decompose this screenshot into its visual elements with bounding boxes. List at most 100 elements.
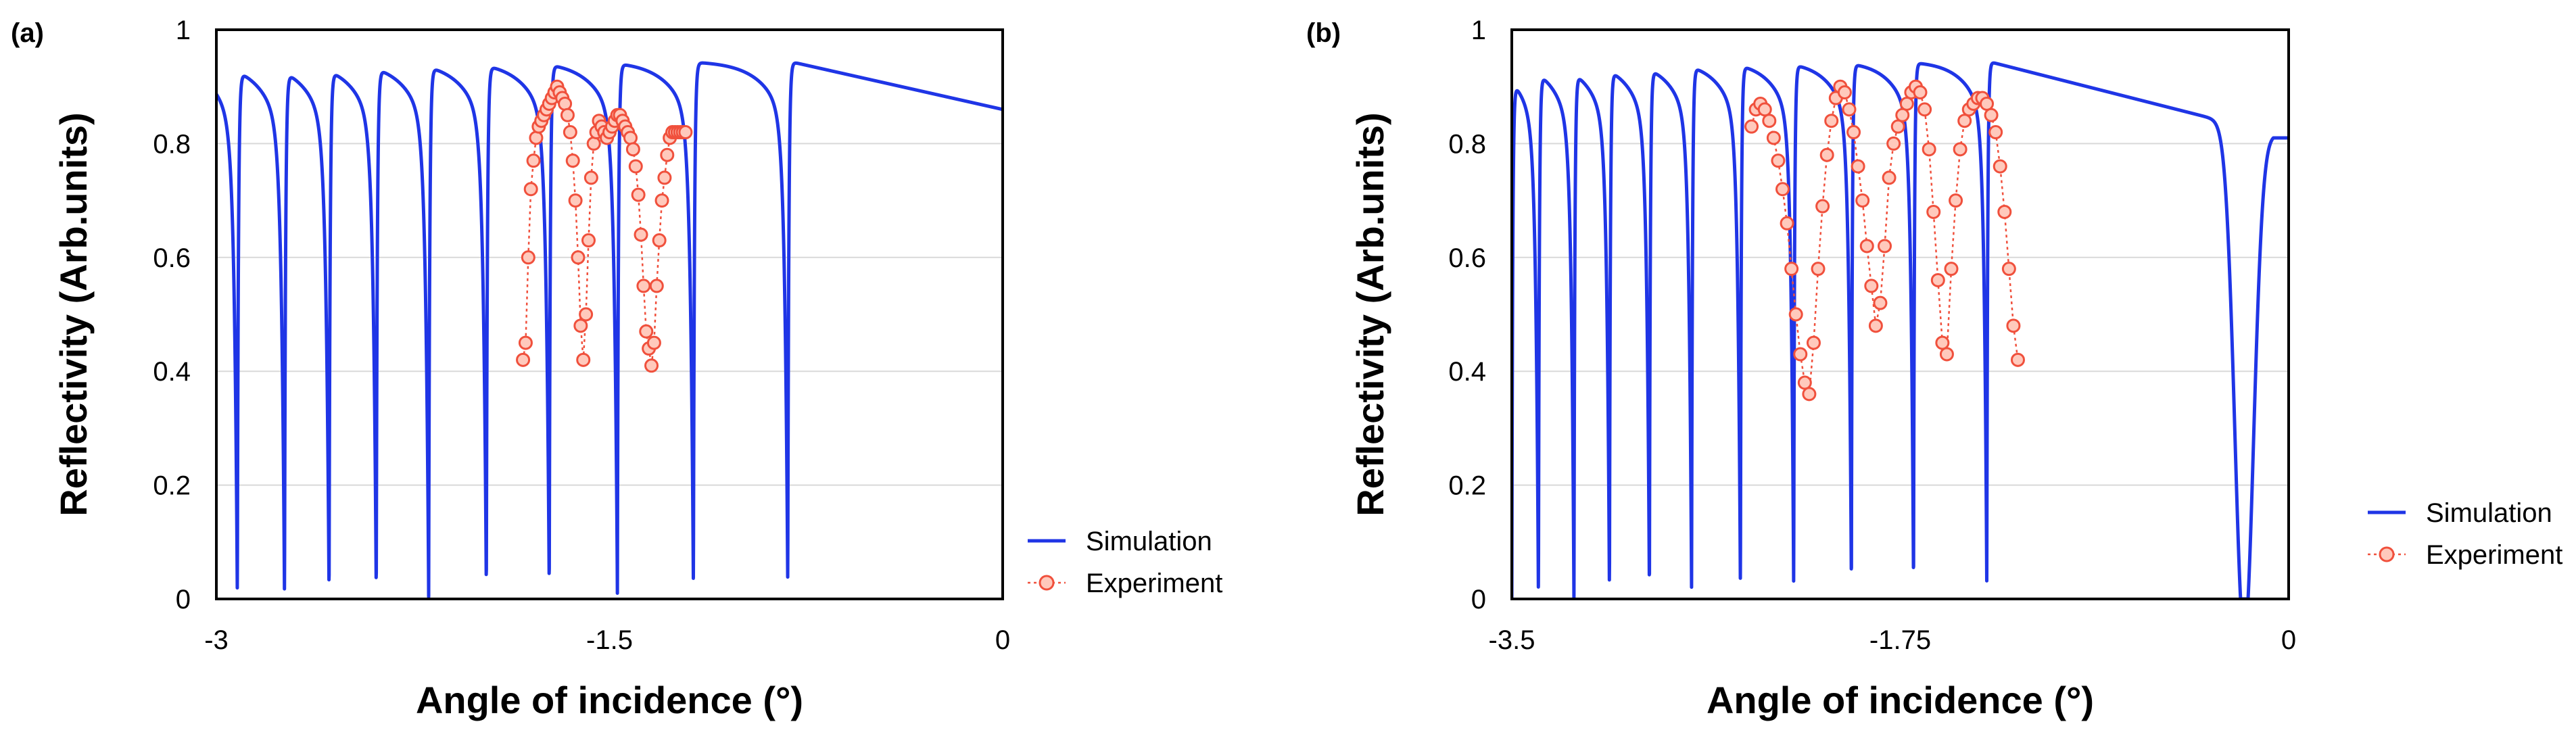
chart-panel-a: (a) 0 0.2 0.4 0.6 0.8 1 -3 -1.5 0 Angle of inciden… [11,16,1222,721]
experiment-point [1926,204,1941,219]
experiment-point [518,335,533,350]
experiment-point [1922,142,1936,157]
experiment-point [571,250,586,265]
experiment-point [1780,216,1794,231]
y-tick-label: 0.4 [153,357,191,387]
experiment-point [1939,347,1954,362]
experiment-point [625,142,640,157]
x-tick-label: -1.75 [1869,625,1931,655]
legend: Simulation Experiment [2368,498,2562,570]
experiment-point [1890,119,1905,134]
y-tick-label: 0.4 [1448,357,1486,387]
plot-area [216,61,1003,599]
experiment-point [1766,130,1781,145]
legend-experiment-label: Experiment [1086,569,1222,598]
experiment-point [1811,262,1826,276]
experiment-point [1815,199,1830,214]
experiment-point [1793,347,1808,362]
experiment-point [646,335,661,350]
experiment-point [576,352,591,367]
y-tick-label: 0.6 [1448,243,1486,273]
experiment-point [1762,114,1777,128]
experiment-point [1984,107,1999,122]
experiment-point [1744,119,1759,134]
experiment-point [1842,102,1857,117]
experiment-point [1824,114,1839,128]
experiment-point [568,193,583,208]
experiment-point [523,182,538,197]
experiment-point [1859,239,1874,254]
x-tick-label: 0 [2281,625,2296,655]
y-tick-label: 0.2 [153,471,191,501]
experiment-point [1899,96,1914,111]
experiment-point [1917,102,1932,117]
experiment-point [1935,335,1950,350]
experiment-point [1953,142,1967,157]
experiment-point [628,159,643,174]
panel-label: (b) [1306,18,1341,48]
x-axis-title: Angle of incidence (°) [1707,679,2094,721]
experiment-point [529,130,544,145]
experiment-point [1980,96,1995,111]
chart-panel-b: (b) 0 0.2 0.4 0.6 0.8 1 -3.5 -1.75 0 Angle of inci… [1306,16,2562,721]
legend-experiment-marker [1039,575,1055,591]
experiment-point [1930,272,1945,287]
y-tick-label: 0 [176,585,191,615]
experiment-point [560,107,575,122]
experiment-point [1806,335,1821,350]
experiment-point [1997,204,2012,219]
plot-frame [1510,28,2290,600]
experiment-line [522,85,686,366]
y-axis-title: Reflectivity (Arb.units) [1349,112,1391,516]
experiment-point [1993,159,2007,174]
experiment-point [639,324,654,339]
experiment-point [1949,193,1963,208]
experiment-point [652,233,667,248]
legend-experiment-label: Experiment [2426,540,2562,570]
experiment-point [1851,159,1865,174]
x-tick-label: -3.5 [1489,625,1535,655]
experiment-point [2006,318,2021,333]
experiment-point [573,318,588,333]
experiment-point [1802,387,1817,402]
experiment-point [579,307,594,322]
experiment-point [1771,153,1786,168]
experiment-point [1886,136,1901,151]
x-tick-label: -1.5 [586,625,633,655]
x-tick-label: -3 [204,625,229,655]
experiment-point [678,125,693,140]
y-tick-label: 0.2 [1448,471,1486,501]
legend-experiment-marker [2379,546,2395,562]
x-tick-label: 0 [995,625,1010,655]
experiment-point [581,233,596,248]
experiment-point [1819,147,1834,162]
experiment-point [526,153,541,168]
experiment-point [2001,262,2016,276]
experiment-point [660,147,675,162]
experiment-point [1855,193,1870,208]
experiment-point [654,193,669,208]
legend-simulation-label: Simulation [2426,498,2552,528]
experiment-point [1784,262,1799,276]
experiment-point [1757,102,1772,117]
experiment-point [1913,85,1928,100]
y-tick-label: 0.6 [153,243,191,273]
experiment-point [1788,307,1803,322]
experiment-point [644,358,659,373]
experiment-point [1846,125,1861,140]
panel-label: (a) [11,18,44,48]
experiment-point [1882,170,1897,185]
y-tick-label: 0.8 [1448,129,1486,159]
experiment-point [1864,279,1879,293]
plot-area [1512,61,2289,599]
experiment-point [583,170,598,185]
experiment-point [1873,295,1888,310]
experiment-point [563,125,577,140]
experiment-point [558,96,573,111]
experiment-point [2010,352,2025,367]
x-axis-title: Angle of incidence (°) [416,679,803,721]
plot-frame [215,28,1004,600]
experiment-point [623,130,638,145]
experiment-point [516,352,531,367]
